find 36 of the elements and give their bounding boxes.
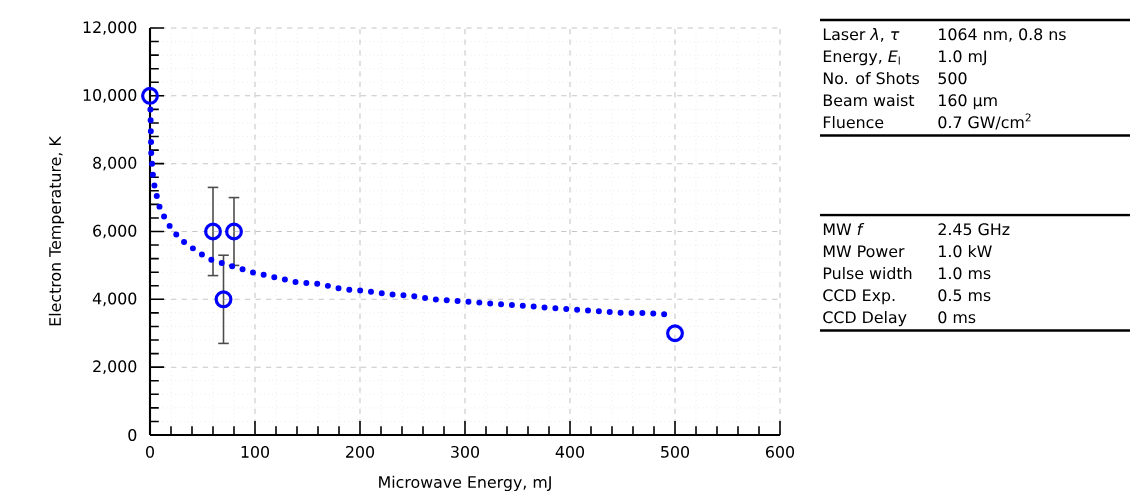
x-tick-label: 500 bbox=[661, 445, 690, 458]
y-tick-label: 2,000 bbox=[93, 360, 137, 374]
y-axis-title: Electron Temperature, K bbox=[48, 135, 65, 326]
text: 0.5 ms bbox=[938, 289, 991, 302]
y-tick-label: 8,000 bbox=[93, 156, 137, 171]
text: Fluence bbox=[823, 115, 884, 129]
y-tick-label: 4,000 bbox=[92, 292, 137, 307]
text: 0 ms bbox=[938, 311, 976, 324]
x-tick-label: 600 bbox=[766, 445, 795, 458]
text: CCD Exp. bbox=[823, 289, 895, 305]
text: 1.0 kW bbox=[939, 244, 992, 258]
text: Laser λ, τ bbox=[823, 27, 900, 42]
text: 1.0 ms bbox=[939, 267, 991, 280]
text: 1.0 mJ bbox=[939, 50, 987, 66]
x-tick-label: 100 bbox=[241, 445, 270, 458]
text: MW f bbox=[823, 222, 865, 235]
text: Energy, E$_{l}$ bbox=[823, 50, 900, 66]
text: CCD Delay bbox=[823, 310, 907, 327]
y-tick-label: 0 bbox=[128, 429, 137, 441]
y-tick-label: 12,000 bbox=[83, 21, 137, 35]
text: 1064 nm, 0.8 ns bbox=[939, 28, 1066, 42]
x-tick-label: 0 bbox=[146, 445, 154, 458]
text: 2.45 GHz bbox=[938, 223, 1010, 236]
text: Pulse width bbox=[823, 266, 912, 280]
text: 160 μm bbox=[939, 94, 997, 110]
text: 0.7 GW/cm$^{2}$ bbox=[938, 113, 1031, 130]
text: MW Power bbox=[823, 245, 905, 258]
text: Beam waist bbox=[823, 93, 915, 107]
y-tick-label: 10,000 bbox=[83, 89, 137, 103]
text: No. of Shots bbox=[823, 71, 920, 85]
x-tick-label: 200 bbox=[346, 445, 375, 458]
x-tick-label: 300 bbox=[451, 445, 480, 458]
x-axis-title: Microwave Energy, mJ bbox=[379, 475, 551, 492]
x-tick-label: 400 bbox=[555, 445, 585, 458]
text: 500 bbox=[938, 72, 967, 85]
y-tick-label: 6,000 bbox=[93, 224, 137, 239]
